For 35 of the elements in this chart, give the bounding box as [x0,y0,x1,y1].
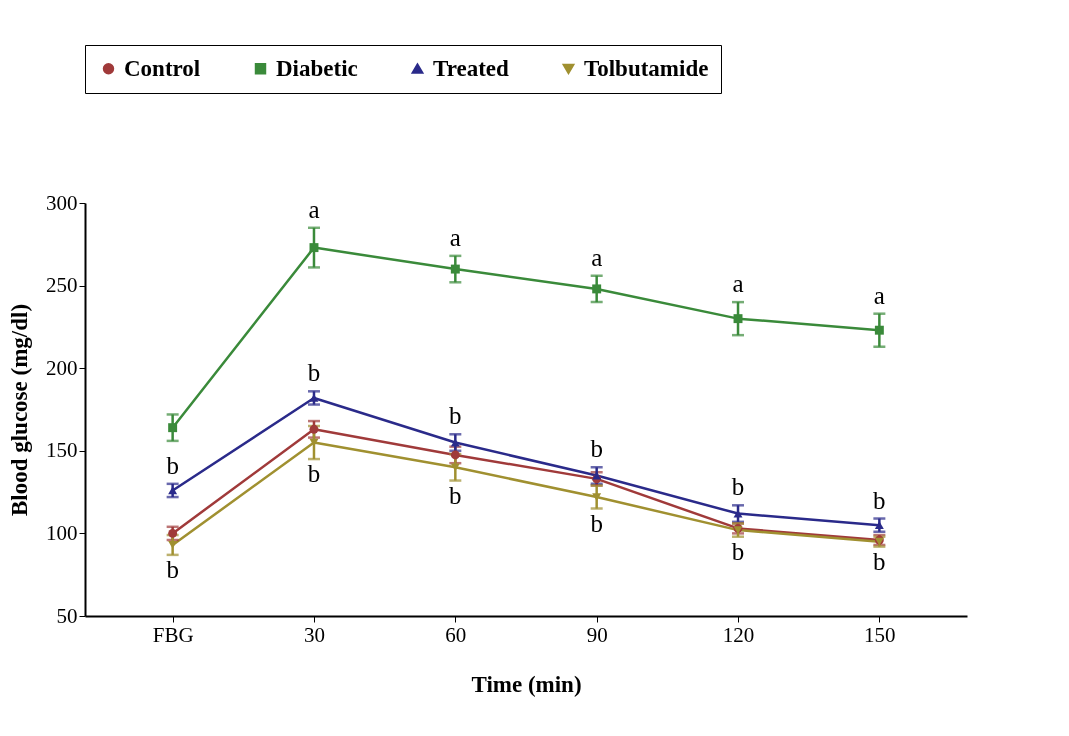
legend-label: Treated [433,55,509,81]
annotation: b [449,402,462,430]
annotation: b [449,481,462,509]
x-tick-label: 60 [445,622,467,647]
annotation: b [731,473,745,501]
x-axis-title: Time (min) [471,671,582,697]
y-tick-label: 300 [46,190,78,215]
annotation: b [731,537,745,565]
annotation: b [307,359,321,387]
y-tick-label: 100 [46,520,78,545]
legend-label: Tolbutamide [584,55,709,81]
annotation: a [732,270,744,298]
x-tick-label: 150 [864,622,896,647]
annotation: b [590,509,603,537]
y-tick-label: 250 [46,273,78,298]
annotation: a [308,195,320,223]
x-tick-label: FBG [152,622,194,647]
y-tick-label: 200 [46,355,78,380]
annotation: b [590,435,603,463]
annotation: a [873,281,885,309]
annotation: b [307,460,321,488]
x-tick-label: 30 [303,622,325,647]
y-tick-label: 50 [56,603,78,628]
annotation: b [166,555,179,583]
annotation: a [591,243,603,271]
annotation: b [166,451,179,479]
x-tick-label: 120 [722,622,755,647]
annotation: b [873,486,886,514]
legend-label: Control [124,55,201,81]
y-tick-label: 150 [46,438,78,463]
legend-label: Diabetic [276,55,358,81]
annotation: a [449,223,461,251]
annotation: b [873,547,886,575]
y-axis-title: Blood glucose (mg/dl) [7,303,32,517]
x-tick-label: 90 [586,622,608,647]
